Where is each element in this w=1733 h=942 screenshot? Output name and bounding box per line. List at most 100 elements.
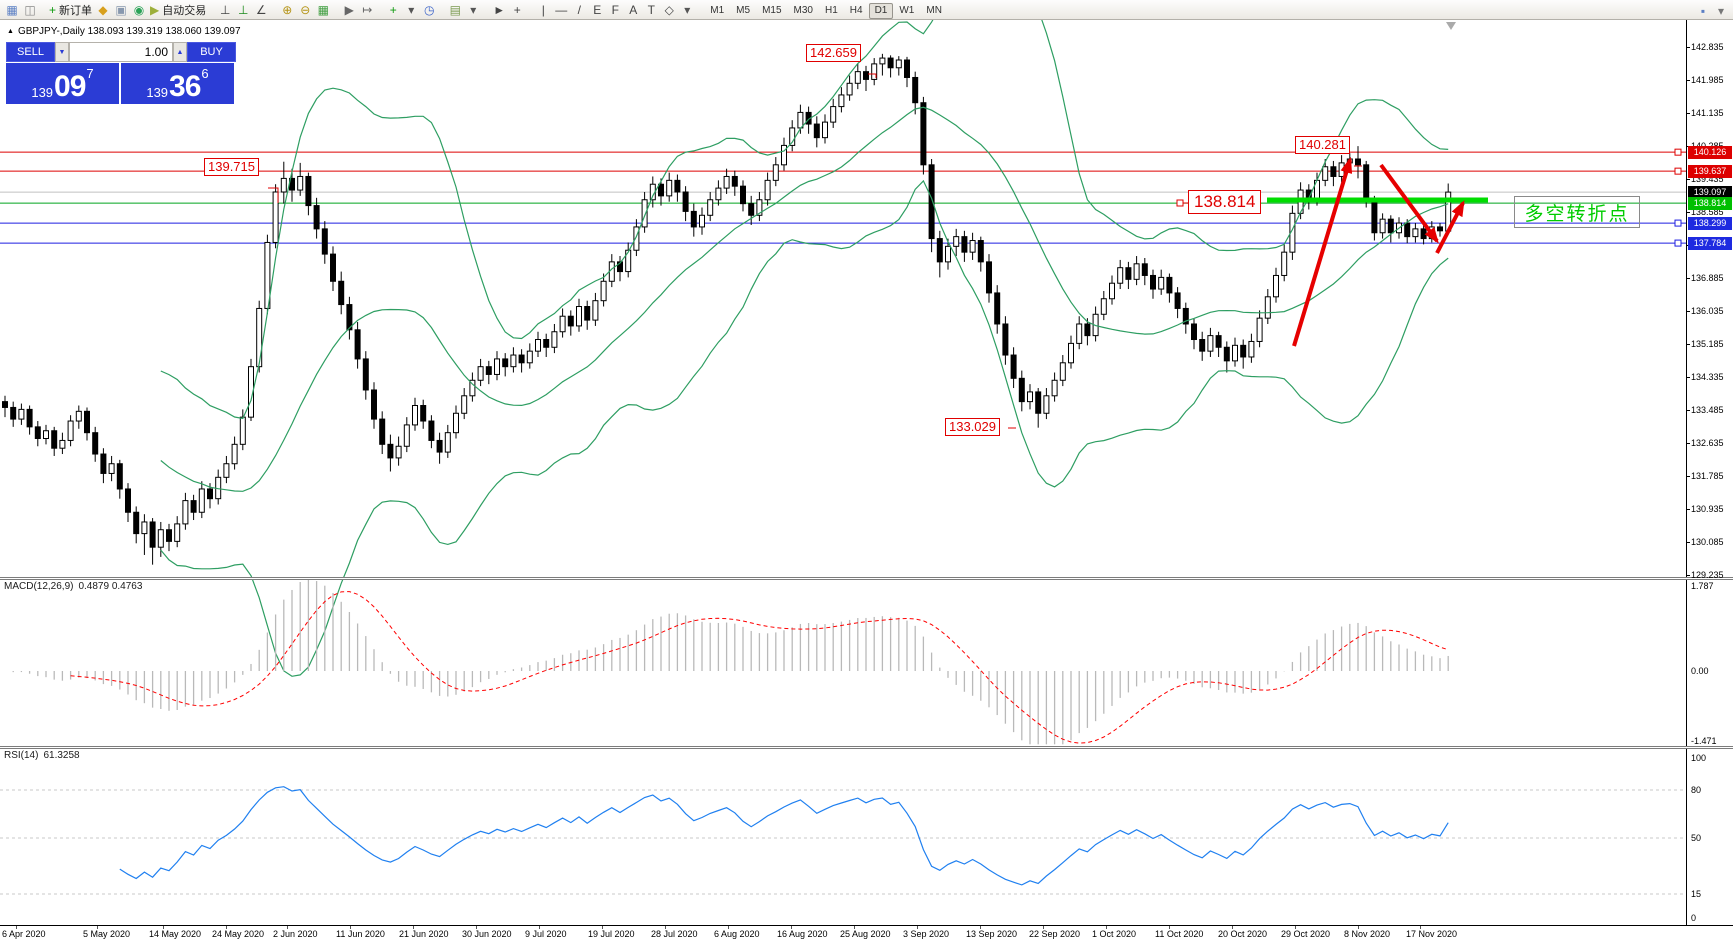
- price-axis-tickmark: [1686, 376, 1690, 378]
- date-axis-tickmark: [1043, 926, 1044, 929]
- timeframe-d1[interactable]: D1: [868, 2, 894, 19]
- date-axis-label: 22 Sep 2020: [1029, 929, 1081, 939]
- chart-window-icon: ▦: [6, 2, 18, 17]
- chart-shift-icon[interactable]: ↦: [358, 1, 376, 18]
- pane-separator-macd[interactable]: [0, 577, 1733, 580]
- timeframe-m5[interactable]: M5: [730, 3, 756, 19]
- channel-tool-button[interactable]: E: [588, 1, 606, 18]
- price-annotation-label[interactable]: 138.814: [1188, 190, 1262, 215]
- toolbar-more-icon: ▾: [1717, 3, 1725, 18]
- price-annotation-label[interactable]: 133.029: [945, 417, 1000, 436]
- price-axis-tick: 135.185: [1691, 338, 1724, 349]
- history-center-icon[interactable]: ◆: [94, 1, 112, 18]
- timeframe-group: M1 M5 M15 M30 H1 H4 D1 W1 MN: [704, 0, 948, 19]
- buy-button[interactable]: BUY: [187, 42, 236, 62]
- zoom-in-icon[interactable]: ⊕: [278, 1, 296, 18]
- date-axis-label: 6 Aug 2020: [714, 929, 760, 939]
- crosshair-tool-button[interactable]: +: [508, 1, 526, 18]
- date-axis-tickmark: [350, 926, 351, 929]
- hline-tool-button[interactable]: —: [552, 1, 570, 18]
- autotrading-button[interactable]: ▶ 自动交易: [148, 1, 208, 18]
- date-axis-tickmark: [539, 926, 540, 929]
- zoom-out-icon[interactable]: ⊖: [296, 1, 314, 18]
- price-annotation-label[interactable]: 140.281: [1295, 136, 1350, 155]
- chart-window-icon[interactable]: ▦: [3, 1, 21, 18]
- autotrading-button-label: 自动交易: [162, 4, 207, 17]
- date-axis-label: 11 Jun 2020: [336, 929, 385, 939]
- shapes-dropdown-icon[interactable]: ▾: [678, 1, 696, 18]
- trendline-tool-button[interactable]: /: [570, 1, 588, 18]
- date-axis-label: 14 May 2020: [149, 929, 202, 939]
- new-order-button[interactable]: + 新订单: [47, 1, 94, 18]
- auto-scroll-icon[interactable]: ▶: [340, 1, 358, 18]
- shapes-tool-button[interactable]: ◇: [660, 1, 678, 18]
- expert-advisors-icon: ▣: [115, 2, 127, 17]
- indicator-dropdown-icon[interactable]: ▾: [402, 1, 420, 18]
- price-axis[interactable]: 142.835141.985141.135140.285139.435138.5…: [1686, 20, 1733, 941]
- chart-canvas[interactable]: [0, 20, 1733, 941]
- chart-window[interactable]: ▲ GBPJPY-,Daily 138.093 139.319 138.060 1…: [0, 20, 1733, 942]
- signals-icon[interactable]: ◉: [130, 1, 148, 18]
- time-axis[interactable]: 6 Apr 2020 5 May 2020 14 May 2020 24 May 20…: [0, 925, 1733, 942]
- vline-tool-button[interactable]: |: [534, 1, 552, 18]
- chart-preview-icon[interactable]: ◫: [21, 1, 39, 18]
- toolbar-more-icon[interactable]: ▾: [1712, 2, 1730, 19]
- fibonacci-tool-button[interactable]: F: [606, 1, 624, 18]
- price-axis-tick: 134.335: [1691, 371, 1724, 382]
- timeframe-h4[interactable]: H4: [844, 3, 869, 19]
- timeframe-w1[interactable]: W1: [893, 3, 920, 19]
- volume-input[interactable]: [69, 42, 173, 62]
- timeframe-m15[interactable]: M15: [756, 3, 787, 19]
- line-chart-icon[interactable]: ∠: [252, 1, 270, 18]
- date-axis-label: 28 Jul 2020: [651, 929, 698, 939]
- window-control-icon: ▪: [1700, 3, 1706, 18]
- tile-windows-icon[interactable]: ▦: [314, 1, 332, 18]
- sell-button[interactable]: SELL: [6, 42, 55, 62]
- cursor-tool-button: ►: [493, 2, 506, 17]
- timeframe-m1[interactable]: M1: [704, 3, 730, 19]
- sell-price-big: 09: [54, 70, 86, 103]
- price-axis-tickmark: [1686, 442, 1690, 444]
- templates-icon[interactable]: ▤: [446, 1, 464, 18]
- vline-tool-button: |: [541, 2, 545, 17]
- volume-increase-button[interactable]: ▲: [173, 42, 187, 62]
- indicator-dropdown-icon: ▾: [408, 2, 415, 17]
- window-control-icon[interactable]: ▪: [1694, 2, 1712, 19]
- period-icon[interactable]: ◷: [420, 1, 438, 18]
- templates-dropdown-icon[interactable]: ▾: [464, 1, 482, 18]
- bar-chart-icon[interactable]: ⊥: [216, 1, 234, 18]
- price-axis-tick: 130.085: [1691, 536, 1724, 547]
- rsi-axis-tick: 80: [1691, 785, 1702, 795]
- price-axis-tickmark: [1686, 574, 1690, 576]
- annotation-note[interactable]: 多空转折点: [1514, 196, 1640, 228]
- price-annotation-label[interactable]: 142.659: [806, 43, 861, 62]
- timeframe-m30[interactable]: M30: [788, 3, 819, 19]
- sell-price[interactable]: 139 09 7: [6, 63, 119, 104]
- price-axis-tick: 138.585: [1691, 206, 1724, 217]
- cursor-tool-button[interactable]: ►: [490, 1, 508, 18]
- timeframe-h1[interactable]: H1: [819, 3, 844, 19]
- price-axis-tick: 142.835: [1691, 42, 1724, 52]
- timeframe-mn[interactable]: MN: [920, 3, 948, 19]
- text-tool-button[interactable]: A: [624, 1, 642, 18]
- date-axis-tickmark: [1169, 926, 1170, 929]
- price-axis-tickmark: [1686, 112, 1690, 114]
- date-axis-tickmark: [1295, 926, 1296, 929]
- history-center-icon: ◆: [98, 2, 108, 17]
- expert-advisors-icon[interactable]: ▣: [112, 1, 130, 18]
- candlestick-chart-icon[interactable]: ⊥: [234, 1, 252, 18]
- price-annotation-label[interactable]: 139.715: [204, 158, 259, 177]
- date-axis-tickmark: [97, 926, 98, 929]
- price-axis-tickmark: [1686, 508, 1690, 510]
- price-axis-tickmark: [1686, 343, 1690, 345]
- new-order-button: +: [49, 2, 57, 17]
- add-indicator-button[interactable]: +: [384, 1, 402, 18]
- price-axis-tick: 130.935: [1691, 503, 1724, 514]
- auto-scroll-icon: ▶: [344, 2, 354, 17]
- volume-decrease-button[interactable]: ▼: [55, 42, 69, 62]
- date-axis-tickmark: [163, 926, 164, 929]
- price-level-badge: 138.299: [1688, 216, 1732, 230]
- label-tool-button[interactable]: T: [642, 1, 660, 18]
- buy-price[interactable]: 139 36 6: [121, 63, 234, 104]
- pane-separator-rsi[interactable]: [0, 746, 1733, 749]
